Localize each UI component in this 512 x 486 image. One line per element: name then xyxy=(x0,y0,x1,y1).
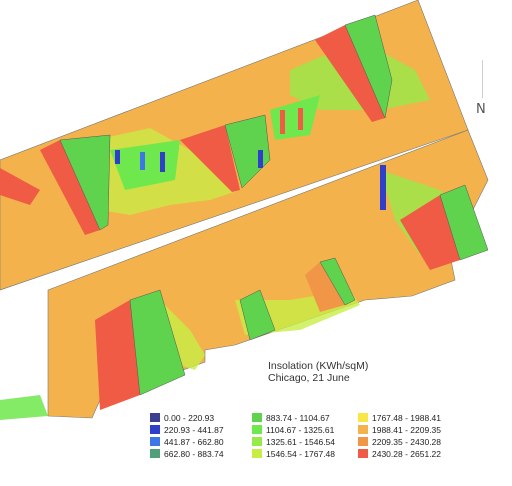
building-roof xyxy=(400,195,460,270)
building-roof xyxy=(95,300,140,410)
sun-zone xyxy=(0,395,48,420)
legend-item: 1767.48 - 1988.41 xyxy=(358,412,441,423)
building-roof xyxy=(59,134,111,231)
shade-strip xyxy=(258,150,263,168)
shade-strip xyxy=(298,108,303,130)
building-roof xyxy=(40,140,100,235)
legend-item: 662.80 - 883.74 xyxy=(150,448,224,459)
building-roof xyxy=(315,25,385,122)
building-roof xyxy=(224,114,271,189)
building-roof xyxy=(239,289,276,341)
legend-item: 1988.41 - 2209.35 xyxy=(358,424,441,435)
legend-item: 2209.35 - 2430.28 xyxy=(358,436,441,447)
shade-strip xyxy=(380,165,386,210)
building-shade xyxy=(0,168,40,205)
legend-item: 1325.61 - 1546.54 xyxy=(252,436,335,447)
north-arrow xyxy=(482,60,483,98)
building-roof xyxy=(180,125,240,192)
shade-strip xyxy=(115,150,120,164)
legend-item: 1104.67 - 1325.61 xyxy=(252,424,334,435)
shade-strip xyxy=(140,152,145,170)
map-title: Insolation (KWh/sqM) Chicago, 21 June xyxy=(268,360,368,384)
shade-strip xyxy=(160,152,165,172)
title-line-1: Insolation (KWh/sqM) xyxy=(268,360,369,372)
legend-item: 441.87 - 662.80 xyxy=(150,436,224,447)
building-roof xyxy=(319,257,356,306)
building-roof xyxy=(305,262,345,312)
title-line-2: Chicago, 21 June xyxy=(268,372,350,384)
north-label: N xyxy=(476,102,486,117)
legend-item: 883.74 - 1104.67 xyxy=(252,412,330,423)
legend-item: 220.93 - 441.87 xyxy=(150,424,224,435)
building-roof xyxy=(344,14,393,119)
legend-item: 1546.54 - 1767.48 xyxy=(252,448,335,459)
legend-item: 0.00 - 220.93 xyxy=(150,412,214,423)
legend-item: 2430.28 - 2651.22 xyxy=(358,448,441,459)
building-roof xyxy=(439,184,489,261)
shade-strip xyxy=(280,110,285,134)
building-roof xyxy=(129,289,186,396)
